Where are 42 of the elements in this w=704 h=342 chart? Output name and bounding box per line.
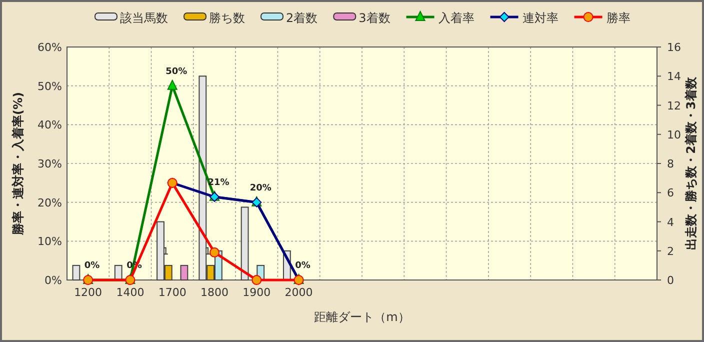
bar (114, 264, 122, 280)
y2-tick-label: 8 (667, 158, 674, 170)
y-tick-label: 10% (38, 235, 62, 248)
x-axis-title: 距離ダート（m） (314, 310, 410, 324)
bar (240, 206, 249, 280)
legend-label: 該当馬数 (120, 11, 168, 25)
point (167, 80, 178, 90)
data-label: 0% (84, 261, 100, 271)
x-tick-label: 2000 (284, 286, 313, 299)
bar (72, 264, 80, 280)
y2-tick-label: 16 (667, 41, 681, 54)
y2-tick-label: 14 (667, 70, 681, 84)
legend-label: 勝ち数 (209, 11, 245, 25)
legend-label: 連対率 (522, 11, 558, 25)
x-tick-label: 1900 (242, 286, 271, 299)
y2-tick-label: 10 (667, 128, 681, 142)
x-tick-label: 1200 (74, 286, 102, 299)
y2-axis-title: 出走数・勝ち数・2着数・3着数 (684, 76, 698, 250)
y-tick-label: 40% (38, 118, 62, 132)
y-tick-label: 60% (38, 41, 62, 54)
legend-label: 2着数 (286, 11, 318, 25)
legend-label: 3着数 (358, 11, 390, 25)
y2-tick-label: 0 (667, 274, 674, 287)
y2-tick-label: 6 (667, 186, 674, 200)
y-axis-title: 勝率・連対率・入着率(%) (11, 92, 25, 236)
x-tick-label: 1700 (158, 286, 186, 299)
data-label: 20% (250, 183, 272, 194)
y2-tick-label: 2 (667, 244, 674, 258)
point (210, 247, 220, 258)
data-label: 0% (295, 261, 310, 271)
y2-tick-label: 4 (667, 216, 674, 229)
x-tick-label: 1400 (116, 286, 144, 299)
point (252, 275, 262, 285)
y-tick-label: 30% (38, 158, 62, 170)
y-tick-label: 0% (44, 274, 62, 287)
y-tick-label: 50% (38, 80, 62, 93)
data-label: 50% (166, 66, 188, 77)
y2-tick-label: 12 (667, 99, 681, 112)
x-tick-label: 1800 (200, 286, 228, 299)
legend-label: 勝率 (606, 11, 630, 25)
y-tick-label: 20% (38, 196, 62, 210)
legend-label: 入着率 (438, 11, 474, 25)
